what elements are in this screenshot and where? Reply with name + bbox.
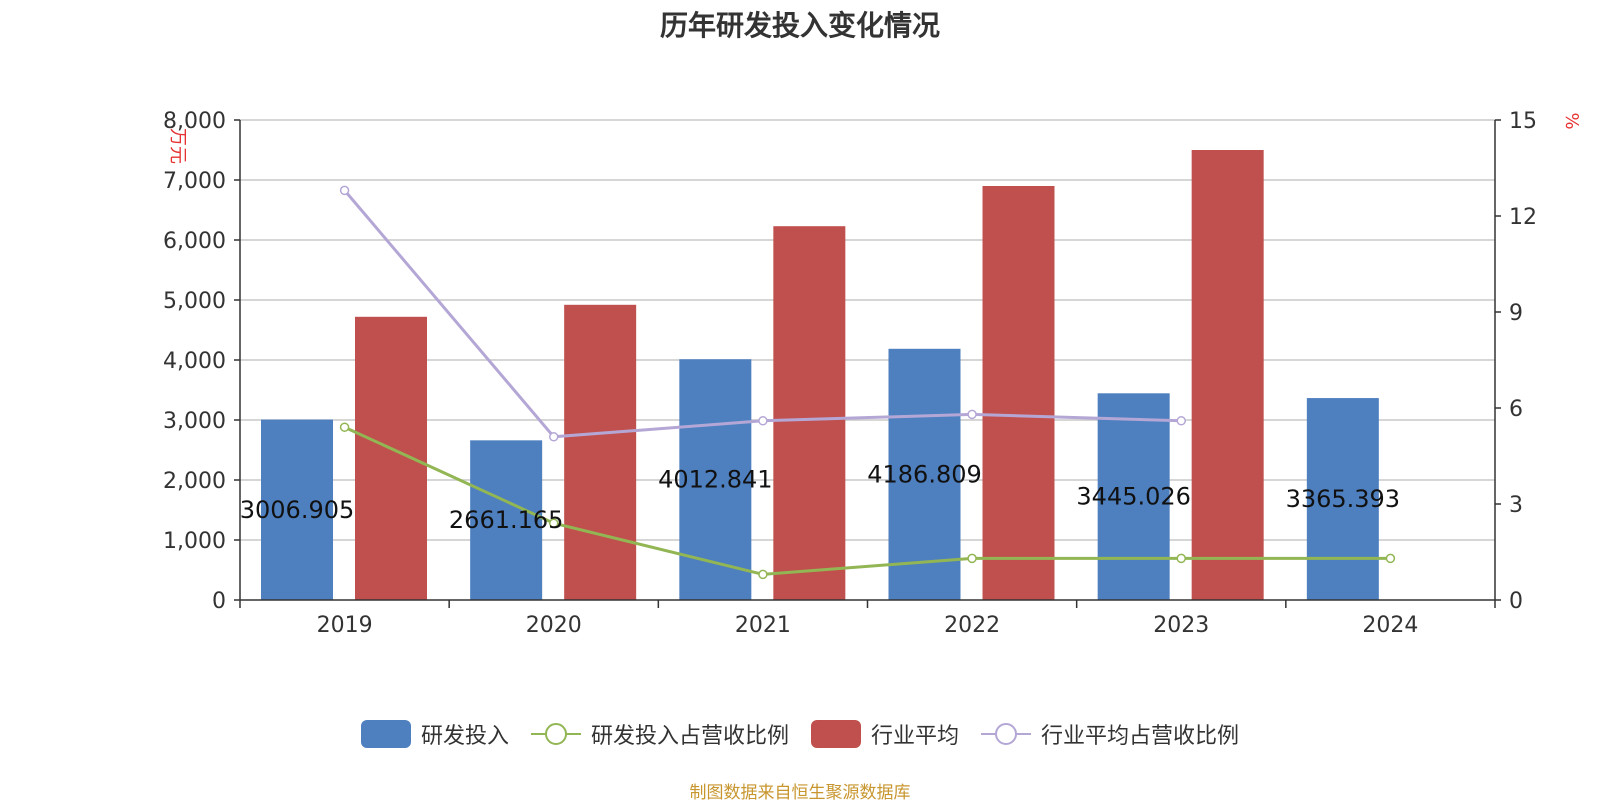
x-tick-label: 2020 [526,613,582,638]
x-tick-label: 2022 [944,613,1000,638]
legend-swatch-rd-ratio [530,723,581,745]
y-right-tick-label: 9 [1509,301,1523,326]
source-note: 制图数据来自恒生聚源数据库 [689,783,911,803]
legend-label-rd-ratio: 研发投入占营收比例 [590,724,789,749]
grid-lines [240,119,1495,541]
y-left-tick-label: 3,000 [163,409,226,434]
data-labels: 3006.905 2661.165 4012.841 4186.809 3445.026… [240,460,1400,534]
line-rd-ratio [343,425,1391,576]
point-rd-ratio [967,553,977,564]
y-right-tick-label: 3 [1509,493,1523,518]
y-right-tick-label: 0 [1509,589,1523,614]
data-label-rd-investment: 4012.841 [658,466,773,494]
point-rd-ratio [549,518,559,528]
data-label-rd-investment: 4186.809 [867,460,982,488]
legend-item-industry-ratio[interactable]: 行业平均占营收比例 [981,718,1239,750]
data-label-rd-investment: 3365.393 [1286,485,1401,513]
point-industry-ratio [758,416,768,426]
point-industry-ratio [967,409,977,420]
point-rd-ratio [758,569,768,580]
lines [339,185,1396,580]
bar-rd-investment [470,440,543,600]
legend-label-rd-investment: 研发投入 [420,724,509,749]
x-tick-label: 2024 [1362,613,1418,638]
y-right-axis-label: % [1561,112,1582,129]
legend-item-rd-ratio[interactable]: 研发投入占营收比例 [530,718,789,750]
bar-industry-average [1191,150,1264,600]
legend-swatch-rd-investment [360,720,411,748]
legend: 研发投入 研发投入占营收比例 行业平均 行业平均占营收比例 [0,718,1600,750]
chart-title: 历年研发投入变化情况 [659,9,940,42]
y-left-tick-label: 2,000 [163,469,226,494]
bar-industry-average [773,226,846,600]
point-industry-ratio [1176,416,1186,426]
y-left-tick-label: 4,000 [163,349,226,374]
bar-rd-investment [261,419,333,600]
legend-swatch-industry-ratio [981,723,1032,745]
legend-item-rd-investment[interactable]: 研发投入 [360,718,509,750]
y-right-tick-label: 15 [1509,109,1537,134]
data-label-rd-investment: 3445.026 [1076,483,1191,511]
bar-industry-average [982,186,1055,600]
bar-rd-investment [888,348,961,600]
data-label-rd-investment: 3006.905 [240,496,355,524]
y-left-tick-label: 0 [212,589,226,614]
legend-item-industry-average[interactable]: 行业平均 [811,718,959,750]
bar-industry-average [355,316,427,600]
bars [261,150,1379,600]
legend-label-industry-average: 行业平均 [871,724,960,749]
point-rd-ratio [1176,553,1186,564]
y-left-tick-label: 8,000 [163,109,226,134]
y-left-tick-label: 1,000 [163,529,226,554]
x-tick-label: 2019 [317,613,373,638]
axes: 0 1,000 2,000 3,000 4,000 5,000 6,000 7,000 8,00… [163,109,1582,638]
y-right-tick-label: 12 [1509,205,1537,230]
bar-rd-investment [1097,393,1170,600]
y-left-tick-label: 7,000 [163,169,226,194]
y-right-tick-label: 6 [1509,397,1523,422]
bar-industry-average [564,304,637,600]
x-tick-label: 2021 [735,613,791,638]
data-label-rd-investment: 2661.165 [449,506,564,534]
y-left-tick-label: 6,000 [163,229,226,254]
bar-rd-investment [679,359,752,600]
line-industry-ratio [343,189,1182,439]
point-industry-ratio [549,432,559,442]
point-rd-ratio [339,422,350,432]
x-tick-label: 2023 [1153,613,1209,638]
point-industry-ratio [339,185,350,196]
legend-label-industry-ratio: 行业平均占营收比例 [1041,724,1240,749]
y-left-tick-label: 5,000 [163,289,226,314]
legend-swatch-industry-average [811,720,861,748]
point-rd-ratio [1385,553,1396,564]
bar-rd-investment [1306,398,1379,600]
y-left-axis-label: 万元 [167,128,188,164]
